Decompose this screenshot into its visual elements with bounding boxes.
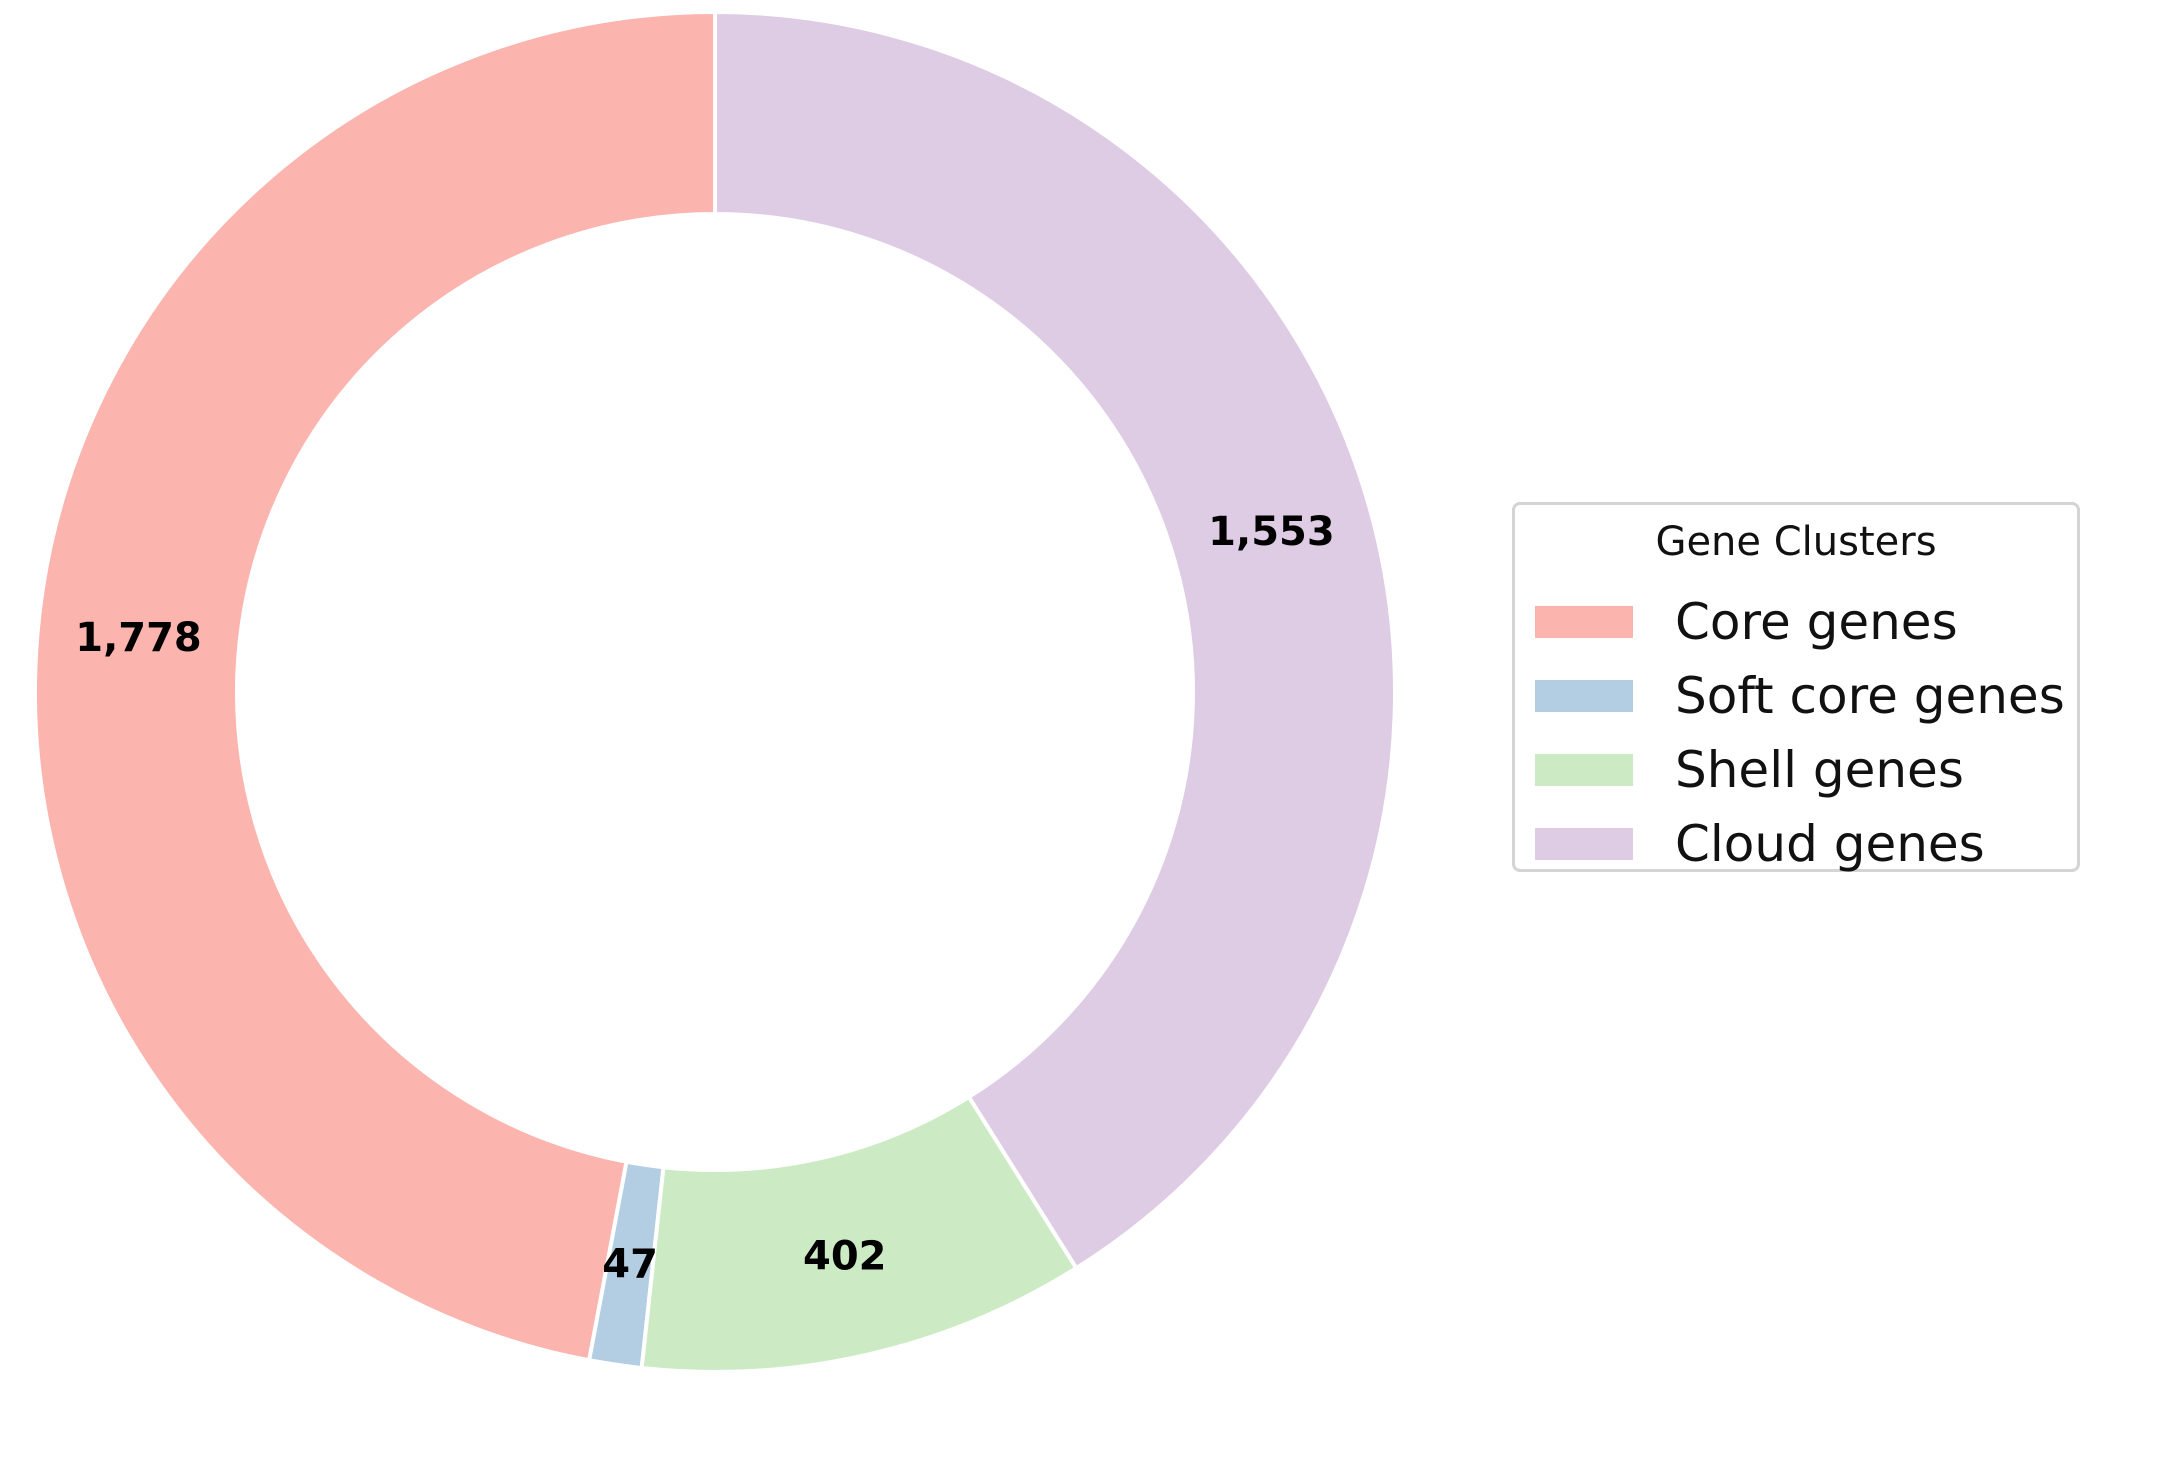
slice-core-genes <box>33 9 717 1363</box>
slice-value-label: 47 <box>602 1242 658 1288</box>
donut-slices <box>33 9 1397 1374</box>
legend-label: Shell genes <box>1675 741 1964 799</box>
legend-item: Cloud genes <box>1535 815 1985 873</box>
slice-value-label: 402 <box>803 1233 887 1279</box>
legend-label: Cloud genes <box>1675 815 1985 873</box>
legend-swatch <box>1535 680 1633 712</box>
legend-item: Soft core genes <box>1535 667 2065 725</box>
legend-title: Gene Clusters <box>1655 519 1937 565</box>
slice-cloud-genes <box>713 9 1397 1271</box>
legend-label: Core genes <box>1675 593 1958 651</box>
slice-value-label: 1,778 <box>75 615 202 661</box>
slice-value-label: 1,553 <box>1208 509 1335 555</box>
slice-labels: 1,778 47 402 1,553 <box>75 509 1334 1288</box>
legend-item: Core genes <box>1535 593 1958 651</box>
legend-swatch <box>1535 754 1633 786</box>
legend-swatch <box>1535 828 1633 860</box>
legend: Gene Clusters Core genes Soft core genes S… <box>1512 502 2080 873</box>
legend-label: Soft core genes <box>1675 667 2065 725</box>
legend-item: Shell genes <box>1535 741 1964 799</box>
legend-swatch <box>1535 606 1633 638</box>
